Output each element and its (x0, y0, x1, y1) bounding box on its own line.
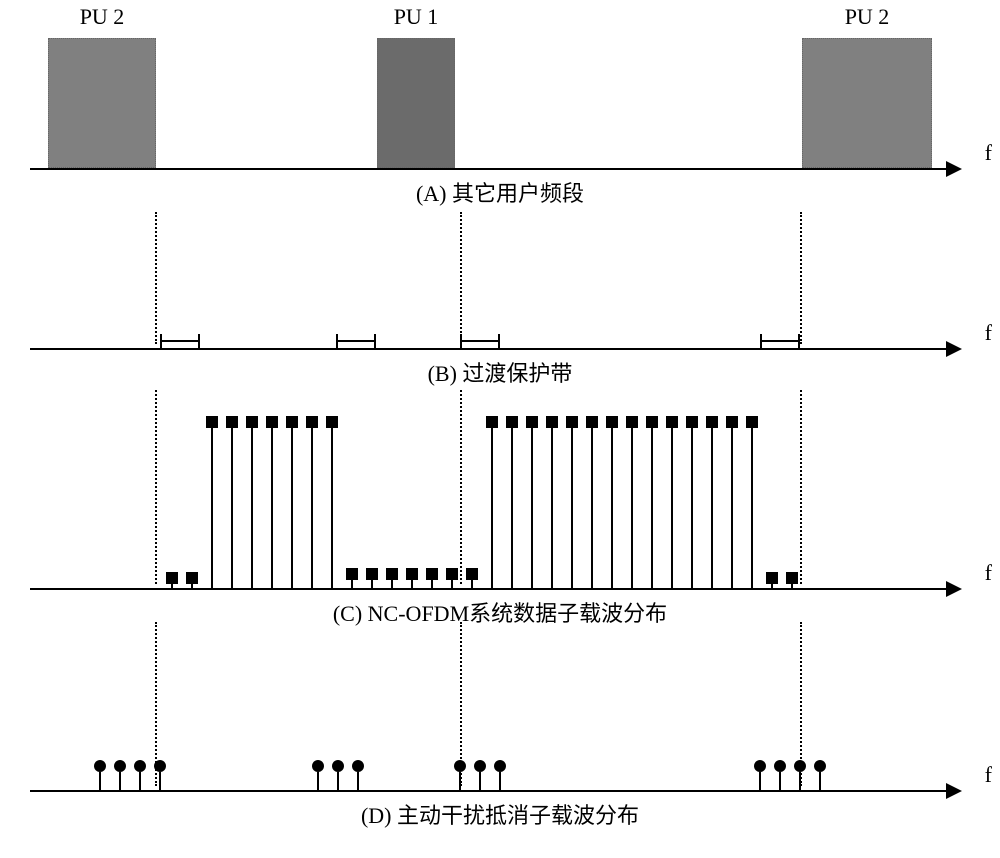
frequency-axis (30, 168, 960, 170)
pu-label: PU 2 (802, 4, 932, 30)
frequency-axis (30, 588, 960, 590)
guide-line (155, 212, 157, 344)
panel-A: PU 2 PU 1 PU 2 f (A) 其它用户频段 (0, 0, 1000, 208)
pu-block (377, 38, 455, 168)
frequency-axis (30, 348, 960, 350)
guide-line (460, 390, 462, 584)
guide-line (460, 212, 462, 344)
panel-D: f (D) 主动干扰抵消子载波分布 (0, 640, 1000, 830)
axis-label-f: f (985, 560, 992, 586)
guide-line (800, 390, 802, 584)
guard-band-marker (760, 334, 800, 348)
panel-C-caption: (C) NC-OFDM系统数据子载波分布 (0, 596, 1000, 628)
axis-label-f: f (985, 762, 992, 788)
panel-B-region (30, 230, 960, 348)
panel-C-region (30, 398, 960, 588)
panel-C: f (C) NC-OFDM系统数据子载波分布 (0, 398, 1000, 628)
axis-label-f: f (985, 140, 992, 166)
guide-line (800, 212, 802, 344)
panel-A-region: PU 2 PU 1 PU 2 (30, 0, 960, 168)
frequency-axis (30, 790, 960, 792)
panel-B: f (B) 过渡保护带 (0, 230, 1000, 388)
panel-A-caption: (A) 其它用户频段 (0, 176, 1000, 208)
panel-B-caption: (B) 过渡保护带 (0, 356, 1000, 388)
panel-D-caption: (D) 主动干扰抵消子载波分布 (0, 798, 1000, 830)
pu-label: PU 1 (377, 4, 455, 30)
pu-block (48, 38, 156, 168)
guide-line (155, 390, 157, 584)
pu-label: PU 2 (48, 4, 156, 30)
guard-band-marker (160, 334, 200, 348)
guard-band-marker (336, 334, 376, 348)
guard-band-marker (460, 334, 500, 348)
axis-label-f: f (985, 320, 992, 346)
panel-D-region (30, 640, 960, 790)
pu-block (802, 38, 932, 168)
